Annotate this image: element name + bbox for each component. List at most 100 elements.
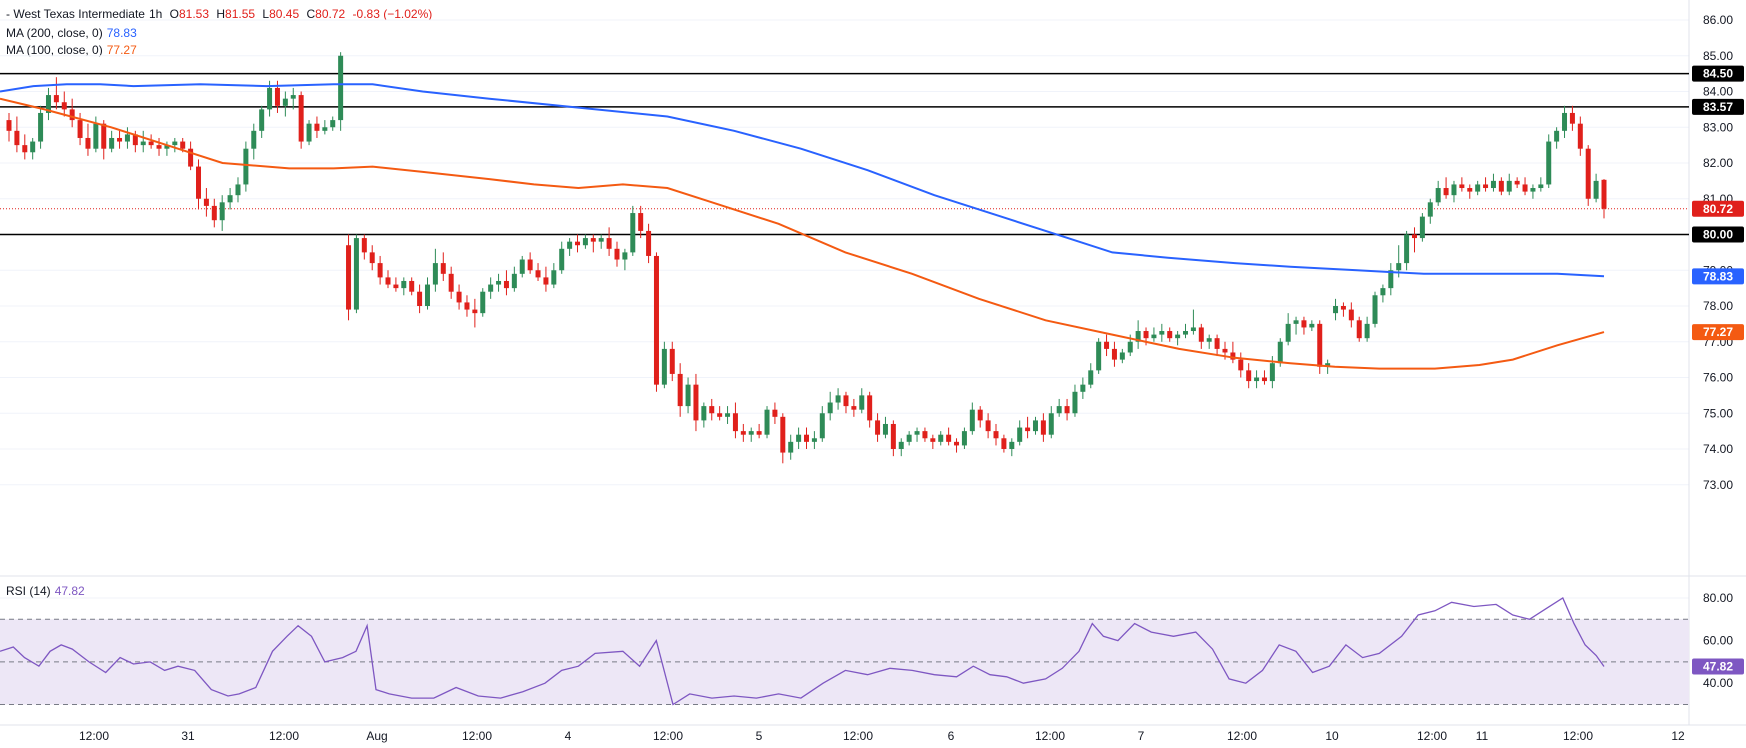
candle-body	[1104, 341, 1110, 349]
candle-body	[519, 259, 525, 274]
candle	[164, 141, 170, 156]
candle-body	[732, 413, 738, 432]
candle	[1048, 406, 1054, 439]
candle	[140, 130, 146, 153]
candle	[417, 284, 423, 314]
candle-body	[614, 248, 620, 260]
candle-body	[164, 145, 170, 149]
time-tick-label: 12	[1671, 729, 1685, 743]
candle-body	[440, 263, 446, 274]
ma200-badge[interactable]: 78.83	[1692, 268, 1744, 285]
candle-body	[1475, 184, 1481, 192]
candle-body	[827, 402, 833, 414]
candle-body	[1530, 188, 1536, 192]
candle-body	[653, 255, 659, 385]
candle	[1032, 416, 1038, 435]
candle-body	[543, 277, 549, 285]
high-value: 81.55	[225, 7, 256, 21]
candle	[1159, 323, 1165, 342]
candle	[677, 363, 683, 417]
candle	[930, 434, 936, 449]
time-axis[interactable]: 12:00 31 12:00 Aug 12:00 4 12:00 5 12:00 6 12:00 7 1…	[79, 729, 1685, 743]
candle	[717, 406, 723, 421]
candle-body	[1340, 306, 1346, 310]
candle-body	[709, 406, 715, 414]
candle-body	[1490, 180, 1496, 189]
level-badge-2-text: 80.00	[1703, 228, 1733, 242]
candle-body	[1554, 130, 1560, 142]
candle-body	[946, 434, 952, 442]
candle	[1135, 320, 1141, 349]
candle	[740, 423, 746, 442]
rsi-badge[interactable]: 47.82	[1692, 658, 1744, 675]
candle-body	[1261, 377, 1267, 382]
candle-body	[1001, 438, 1007, 449]
candle-body	[267, 87, 273, 110]
candle-body	[1088, 370, 1094, 385]
rsi-pane	[0, 597, 1605, 706]
candle	[796, 427, 802, 449]
candle	[290, 87, 296, 110]
candle-body	[1419, 216, 1425, 239]
candle	[969, 402, 975, 435]
candle	[954, 438, 960, 453]
candle-body	[1285, 323, 1291, 342]
candle	[1380, 284, 1386, 303]
candle	[1538, 177, 1544, 192]
candle-body	[38, 112, 44, 142]
ma100-value: 77.27	[106, 43, 137, 57]
candle-body	[764, 409, 770, 435]
rsi-line	[0, 597, 1605, 706]
candle-body	[535, 270, 541, 278]
candle-body	[1048, 413, 1054, 435]
candle	[227, 188, 233, 210]
candle-body	[859, 395, 865, 410]
candle	[709, 398, 715, 421]
price-tick-label: 74.00	[1703, 442, 1733, 456]
candle-body	[1056, 406, 1062, 414]
ma200-line	[0, 83, 1605, 278]
last-price-badge[interactable]: 80.72	[1692, 200, 1744, 217]
candle	[1411, 227, 1417, 253]
candle-body	[701, 406, 707, 421]
level-badge-0[interactable]: 84.50	[1692, 65, 1744, 82]
candle	[148, 134, 154, 149]
candle-body	[480, 291, 486, 314]
candle-body	[1506, 180, 1512, 192]
candle	[338, 52, 344, 131]
candle-body	[1569, 112, 1575, 124]
candle	[69, 98, 75, 128]
level-badge-2[interactable]: 80.00	[1692, 226, 1744, 243]
candle-body	[77, 120, 83, 138]
price-axis[interactable]: 73.0074.0075.0076.0077.0078.0079.0080.00…	[1692, 13, 1744, 690]
candle-body	[219, 202, 225, 221]
time-tick-label: 7	[1138, 729, 1145, 743]
candle-body	[172, 141, 178, 146]
rsi-tick-label: 40.00	[1703, 676, 1733, 690]
candle	[622, 248, 628, 271]
candle-body	[69, 109, 75, 121]
level-badge-0-text: 84.50	[1703, 67, 1733, 81]
candle-body	[1072, 391, 1078, 414]
candle	[472, 298, 478, 328]
level-badge-1[interactable]: 83.57	[1692, 98, 1744, 115]
candle-body	[1459, 184, 1465, 189]
price-tick-label: 78.00	[1703, 299, 1733, 313]
candle-body	[227, 195, 233, 203]
candle-body	[993, 431, 999, 439]
ma100-badge[interactable]: 77.27	[1692, 324, 1744, 341]
candle-body	[646, 230, 652, 256]
candle	[424, 277, 430, 310]
candle-body	[401, 280, 407, 289]
candle-body	[132, 134, 138, 146]
time-tick-label: Aug	[366, 729, 387, 743]
candle	[875, 413, 881, 442]
candle	[575, 234, 581, 253]
candle	[306, 120, 312, 146]
candle-body	[1514, 180, 1520, 185]
candle	[756, 423, 762, 439]
candle-body	[306, 123, 312, 142]
candle	[1261, 370, 1267, 385]
candle-body	[1119, 352, 1125, 360]
